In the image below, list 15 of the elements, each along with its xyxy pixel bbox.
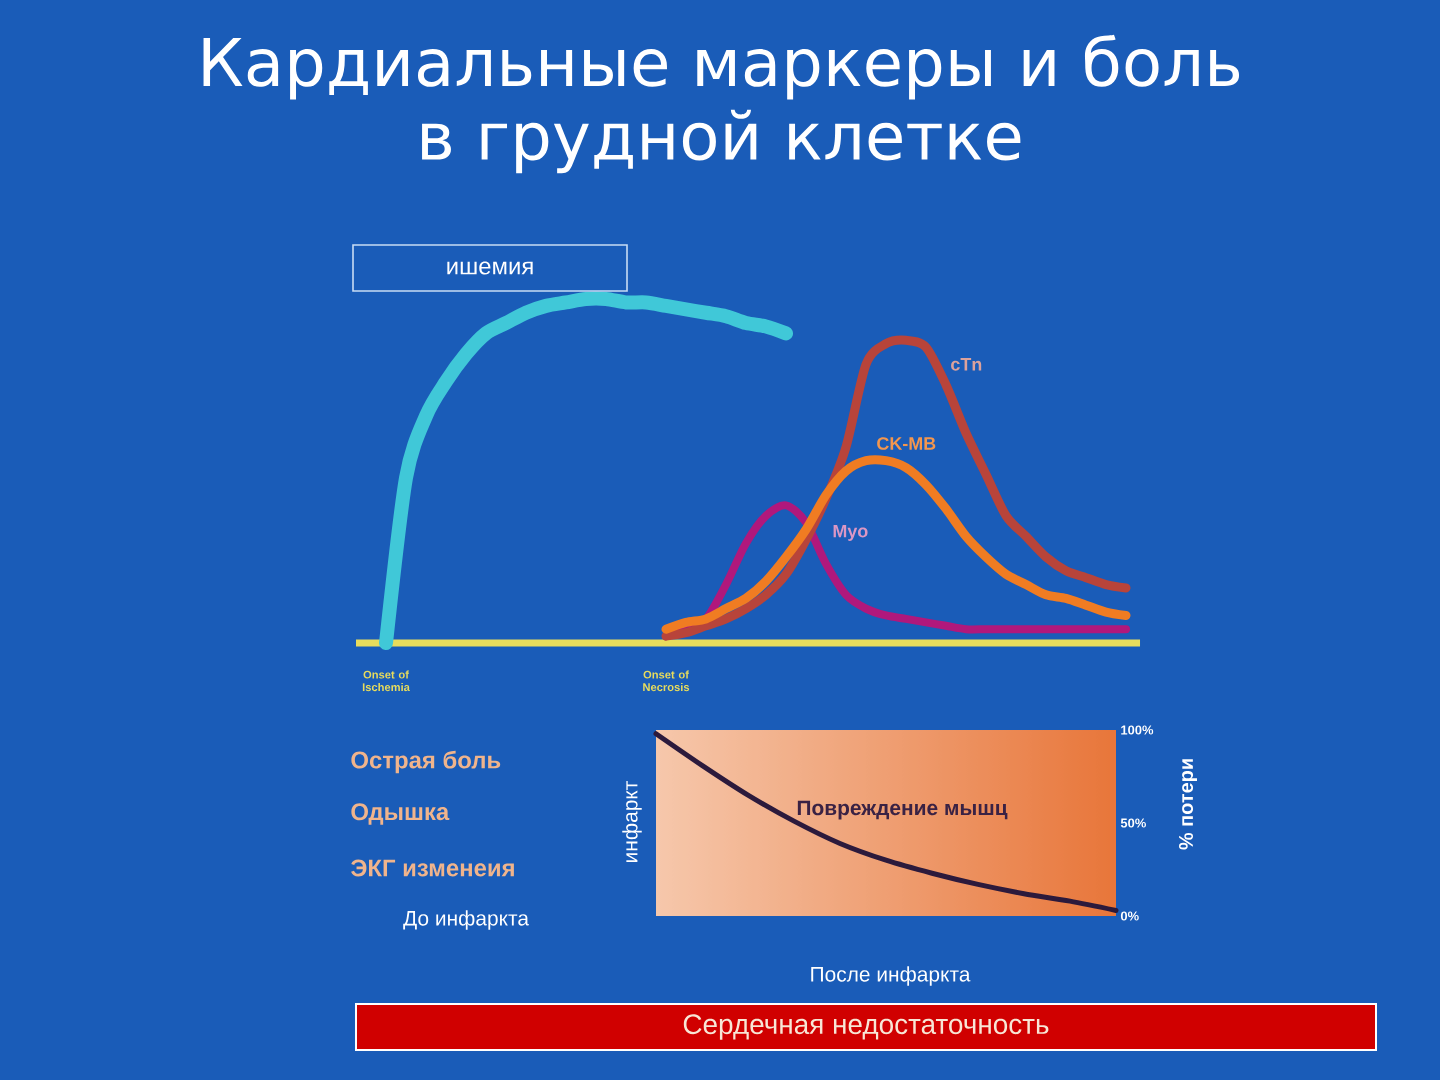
- text: Сердечная недостаточность: [683, 1014, 1049, 1040]
- text: инфаркт: [622, 781, 642, 862]
- series-label: CK-MB: [877, 437, 936, 450]
- annotation: Повреждение мышц: [797, 800, 1008, 820]
- line-series: [653, 731, 1119, 913]
- series-label: cTn: [951, 358, 982, 371]
- text: Одышка: [351, 803, 450, 825]
- x-axis-title: После инфаркта: [811, 966, 971, 986]
- chart-title: Кардиальные маркеры и боль в грудной клетке: [203, 34, 1240, 174]
- series-label: Myo: [833, 524, 868, 541]
- series-label: ишемия: [447, 261, 533, 275]
- text: До инфаркта: [403, 910, 530, 930]
- y-axis-title: % потери: [1178, 759, 1197, 850]
- text: Острая боль: [351, 750, 501, 774]
- text: ЭКГ изменеия: [351, 859, 514, 877]
